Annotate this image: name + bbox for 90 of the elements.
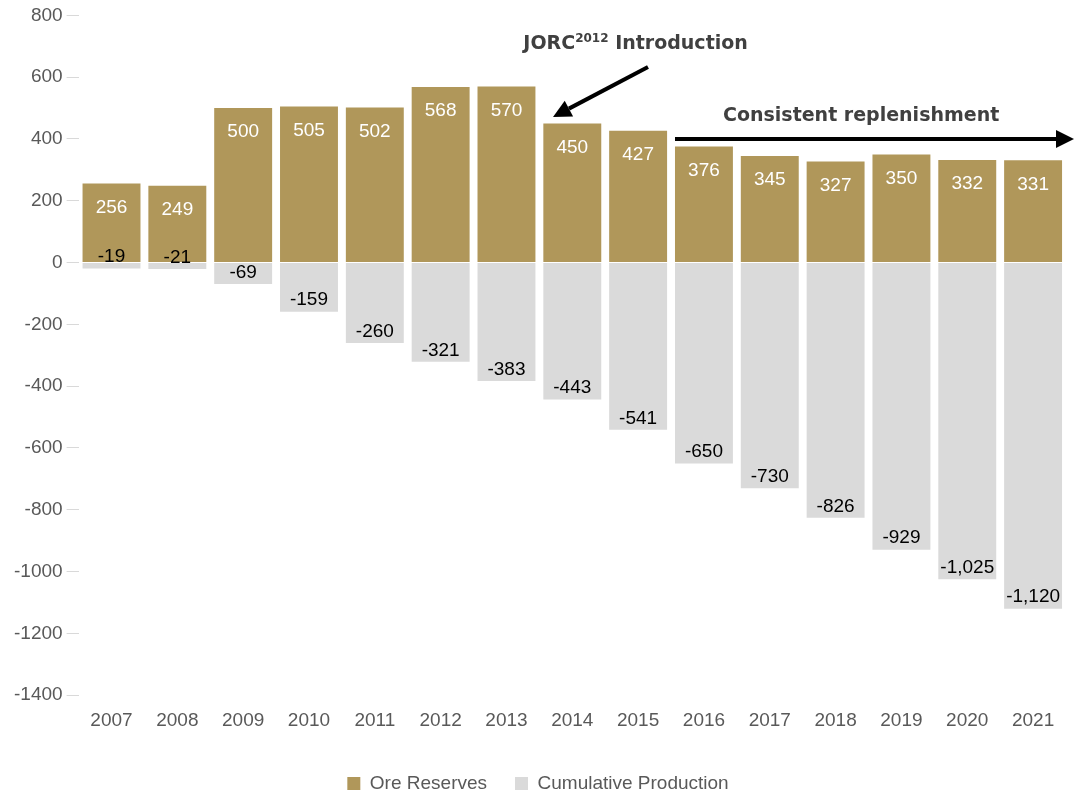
legend-label: Ore Reserves	[369, 771, 488, 793]
x-tick-label: 2012	[419, 708, 462, 730]
bar	[806, 263, 865, 518]
x-tick-label: 2020	[946, 708, 989, 730]
data-label: -21	[163, 245, 192, 267]
bar	[872, 263, 931, 550]
bar	[543, 123, 602, 263]
bar	[280, 106, 338, 263]
bar	[806, 161, 865, 263]
data-label: -1,025	[940, 556, 995, 578]
bar	[477, 86, 536, 263]
data-label: -443	[553, 376, 592, 398]
bar	[938, 263, 997, 580]
bar	[543, 263, 602, 400]
y-tick-label: -400	[24, 374, 63, 396]
data-label: 502	[358, 119, 391, 141]
x-tick-label: 2014	[551, 708, 594, 730]
data-label: 249	[161, 197, 194, 219]
data-label: 332	[951, 172, 984, 194]
bar	[872, 154, 931, 263]
data-label: -159	[289, 288, 328, 310]
data-label: -321	[421, 338, 460, 360]
bar	[1004, 160, 1063, 263]
bar	[214, 108, 273, 263]
x-tick-label: 2019	[880, 708, 923, 730]
annotation: Consistent replenishment	[722, 103, 1000, 125]
y-tick-label: 400	[30, 127, 63, 149]
data-label: 327	[819, 173, 852, 195]
bar	[345, 263, 404, 343]
bar	[740, 263, 799, 489]
y-tick-label: -1000	[13, 559, 63, 581]
bar	[938, 160, 997, 263]
data-label: 505	[293, 118, 325, 140]
bar	[674, 263, 733, 464]
bar	[609, 263, 668, 430]
y-tick-label: 800	[30, 3, 63, 25]
data-label: 500	[227, 120, 260, 142]
y-tick-label: -800	[24, 498, 63, 520]
data-label: 376	[688, 158, 720, 180]
y-tick-label: 200	[30, 189, 63, 211]
bar	[148, 263, 207, 270]
bar	[411, 87, 470, 263]
data-label: -69	[229, 260, 257, 282]
bar	[411, 263, 470, 362]
data-label: 350	[885, 166, 918, 188]
x-tick-label: 2013	[485, 708, 528, 730]
data-label: -929	[882, 526, 921, 548]
data-label: -19	[97, 245, 126, 267]
data-label: -260	[355, 319, 394, 341]
x-tick-label: 2010	[287, 708, 331, 730]
x-tick-label: 2016	[682, 708, 726, 730]
bar	[148, 185, 207, 263]
legend-label: Cumulative Production	[537, 771, 729, 793]
bar	[740, 156, 799, 263]
y-tick-label: 0	[52, 250, 63, 272]
data-label: -383	[487, 357, 526, 379]
data-label: -1,120	[1006, 585, 1061, 607]
x-tick-label: 2015	[616, 708, 660, 730]
bar	[674, 146, 733, 263]
bar	[345, 107, 404, 263]
data-label: -541	[619, 406, 658, 428]
bar	[82, 183, 141, 263]
x-tick-label: 2018	[814, 708, 857, 730]
x-tick-label: 2009	[222, 708, 265, 730]
bar	[280, 263, 338, 312]
x-tick-label: 2011	[354, 708, 396, 730]
data-label: 568	[424, 99, 457, 121]
bar	[609, 130, 668, 263]
bar	[82, 263, 141, 269]
x-tick-label: 2021	[1011, 708, 1055, 730]
x-tick-label: 2017	[748, 708, 791, 730]
data-label: 345	[753, 168, 786, 190]
data-label: -730	[750, 464, 789, 486]
data-label: 256	[95, 195, 128, 217]
data-label: 450	[556, 135, 589, 157]
y-tick-label: -200	[24, 312, 63, 334]
annotation: JORC$^{2012}$ Introduction	[523, 30, 748, 54]
x-tick-label: 2007	[90, 708, 133, 730]
y-tick-label: -600	[24, 436, 63, 458]
bar	[1004, 263, 1063, 609]
bar	[477, 263, 536, 381]
data-label: 427	[622, 142, 654, 164]
data-label: 331	[1017, 172, 1049, 194]
data-label: -826	[816, 494, 855, 516]
y-tick-label: 600	[30, 65, 63, 87]
data-label: 570	[490, 98, 523, 120]
y-tick-label: -1200	[13, 621, 63, 643]
x-tick-label: 2008	[156, 708, 199, 730]
y-tick-label: -1400	[13, 683, 63, 705]
data-label: -650	[684, 440, 723, 462]
